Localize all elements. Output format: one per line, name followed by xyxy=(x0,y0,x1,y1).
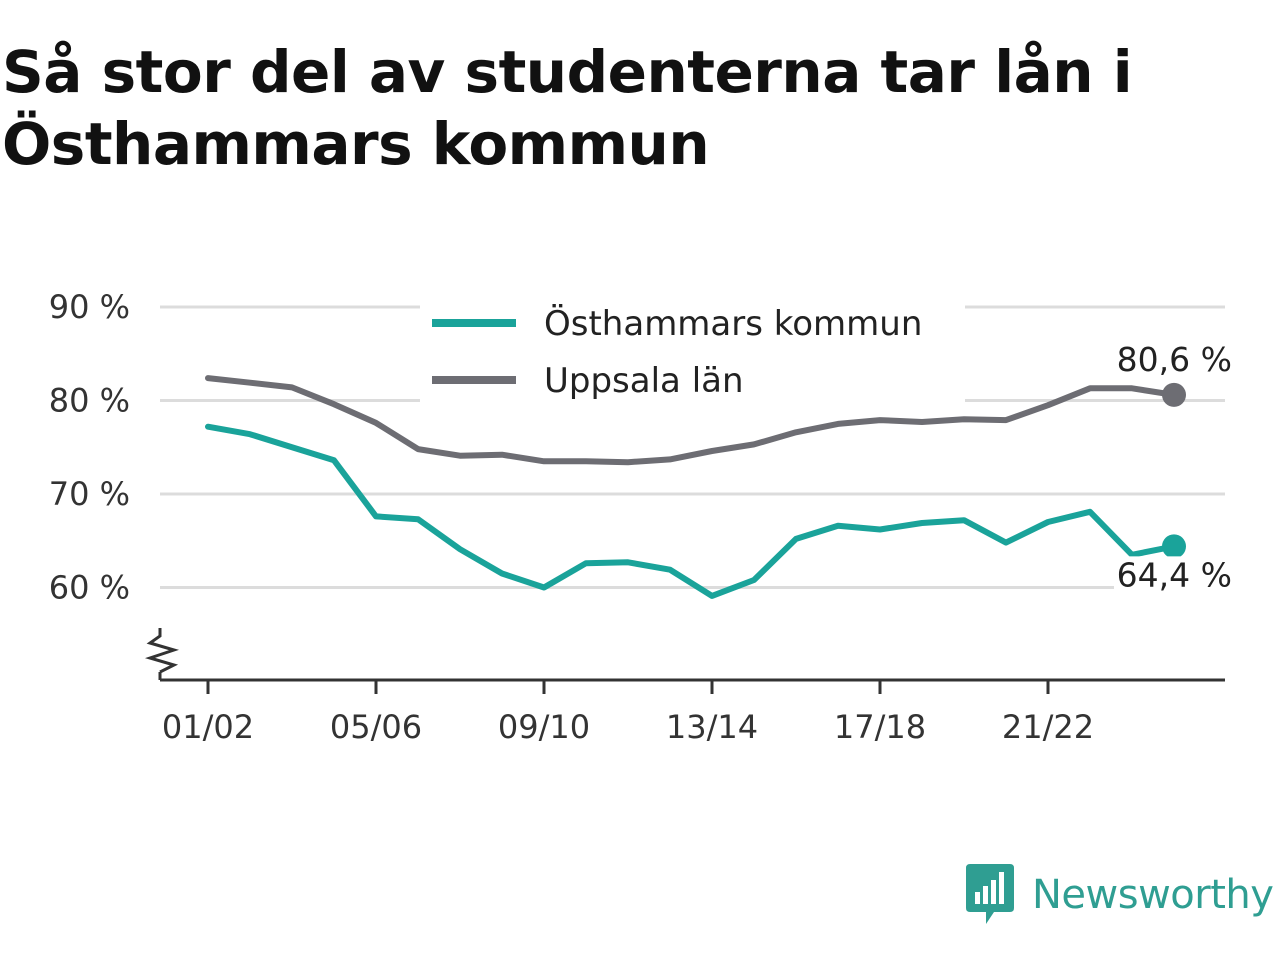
x-tick-label: 01/02 xyxy=(162,708,254,746)
x-tick-label: 05/06 xyxy=(330,708,422,746)
x-tick-label: 21/22 xyxy=(1002,708,1094,746)
series-line-0 xyxy=(205,423,1177,599)
newsworthy-chat-bars-icon xyxy=(966,864,1014,924)
x-tick-label: 13/14 xyxy=(666,708,758,746)
brand-name: Newsworthy xyxy=(1032,872,1274,918)
end-label-0: 64,4 % xyxy=(1117,555,1232,594)
legend-background xyxy=(420,298,965,406)
series-end-point-1 xyxy=(1162,382,1186,407)
x-tick-label: 17/18 xyxy=(834,708,926,746)
series-line-1 xyxy=(205,375,1177,466)
x-tick-label: 09/10 xyxy=(498,708,590,746)
y-tick-label: 60 % xyxy=(49,569,130,607)
newsworthy-logo: Newsworthy xyxy=(964,864,1274,926)
axes: 60 % 70 % 80 % 90 % 01/02 05/06 09/10 13/14 17/1… xyxy=(49,288,1225,746)
end-label-background-0 xyxy=(1114,556,1234,597)
legend: Östhammars kommun Uppsala län xyxy=(420,298,965,406)
legend-label-1: Uppsala län xyxy=(544,361,744,401)
series-end-point-0 xyxy=(1162,534,1186,559)
series-lines xyxy=(205,375,1186,599)
labels: 64,4 % 80,6 % xyxy=(1114,340,1234,597)
y-tick-label: 90 % xyxy=(49,288,130,326)
page-title: Så stor del av studenterna tar lån i Öst… xyxy=(2,38,1133,178)
end-label-1: 80,6 % xyxy=(1117,340,1232,379)
y-tick-label: 80 % xyxy=(49,382,130,420)
y-tick-label: 70 % xyxy=(49,475,130,513)
y-axis-break xyxy=(144,628,180,680)
legend-label-0: Östhammars kommun xyxy=(544,303,922,344)
